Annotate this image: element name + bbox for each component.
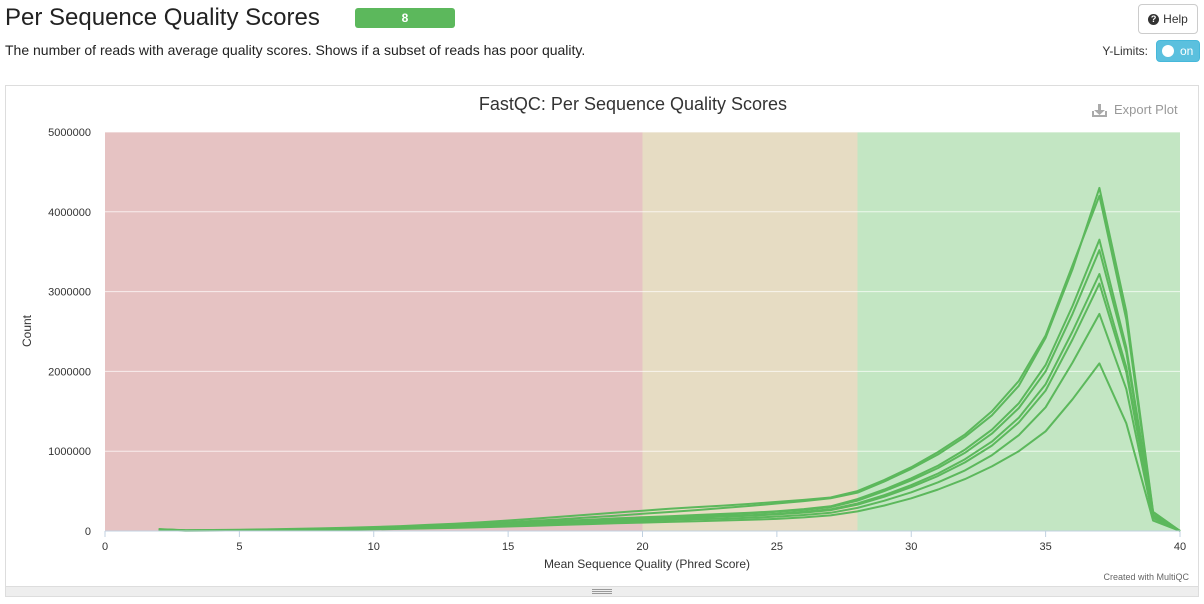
y-tick-label: 1000000 xyxy=(48,446,91,458)
y-tick-label: 3000000 xyxy=(48,287,91,299)
chart-title: FastQC: Per Sequence Quality Scores xyxy=(479,94,787,114)
x-axis-label: Mean Sequence Quality (Phred Score) xyxy=(544,557,750,571)
x-tick-label: 40 xyxy=(1174,541,1186,553)
series-line[interactable] xyxy=(158,362,1181,532)
y-tick-label: 0 xyxy=(85,526,91,538)
band-pass xyxy=(857,132,1180,531)
sample-count-badge: 8 xyxy=(355,8,455,28)
section-description: The number of reads with average quality… xyxy=(5,42,586,58)
download-icon xyxy=(1092,104,1107,117)
y-tick-label: 2000000 xyxy=(48,366,91,378)
toggle-knob xyxy=(1162,45,1174,57)
help-button[interactable]: ? Help xyxy=(1138,4,1198,34)
y-axis-label: Count xyxy=(20,314,34,347)
help-button-label: Help xyxy=(1163,12,1188,26)
x-tick-label: 35 xyxy=(1040,541,1052,553)
x-tick-label: 10 xyxy=(368,541,380,553)
ylimits-label: Y-Limits: xyxy=(1102,44,1148,58)
ylimits-toggle[interactable]: on xyxy=(1156,40,1200,62)
export-plot-label: Export Plot xyxy=(1114,102,1178,117)
x-tick-label: 15 xyxy=(502,541,514,553)
section-title: Per Sequence Quality Scores xyxy=(5,4,320,31)
credit-text: Created with MultiQC xyxy=(1103,572,1189,582)
x-tick-label: 25 xyxy=(771,541,783,553)
x-tick-label: 30 xyxy=(905,541,917,553)
question-circle-icon: ? xyxy=(1148,13,1160,25)
x-tick-label: 0 xyxy=(102,541,108,553)
y-tick-label: 4000000 xyxy=(48,207,91,219)
chart-container: 0 1000000 2000000 3000000 4000000 5000000 0 5 10… xyxy=(5,85,1199,587)
export-plot-button[interactable]: Export Plot xyxy=(1092,102,1178,117)
x-tick-label: 5 xyxy=(236,541,242,553)
quality-scores-chart: 0 1000000 2000000 3000000 4000000 5000000 0 5 10… xyxy=(20,94,1189,582)
chart-resize-handle[interactable] xyxy=(5,587,1199,597)
grip-icon xyxy=(592,589,612,594)
toggle-label: on xyxy=(1180,44,1194,58)
band-fail xyxy=(105,132,643,531)
x-tick-label: 20 xyxy=(636,541,648,553)
band-warn xyxy=(642,132,858,531)
y-tick-label: 5000000 xyxy=(48,127,91,139)
